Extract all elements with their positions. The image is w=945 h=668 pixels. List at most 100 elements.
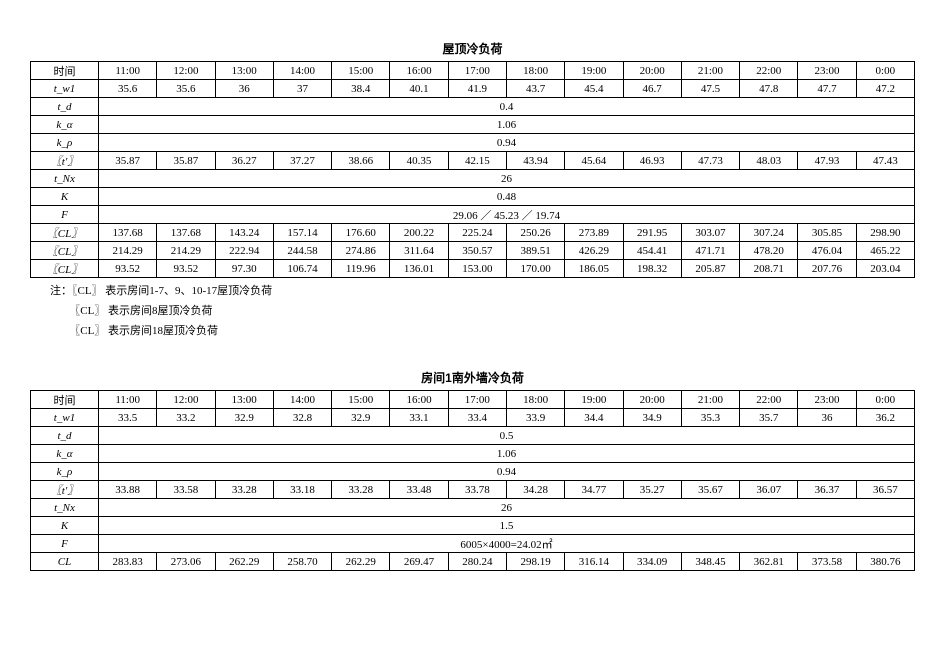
value-cell: 93.52 (157, 260, 215, 278)
span-cell: 0.94 (99, 463, 915, 481)
value-cell: 106.74 (273, 260, 331, 278)
value-cell: 198.32 (623, 260, 681, 278)
time-cell: 18:00 (506, 391, 564, 409)
value-cell: 273.06 (157, 553, 215, 571)
value-cell: 269.47 (390, 553, 448, 571)
value-cell: 37.27 (273, 152, 331, 170)
value-cell: 33.4 (448, 409, 506, 427)
value-cell: 205.87 (681, 260, 739, 278)
value-cell: 465.22 (856, 242, 914, 260)
value-cell: 38.4 (332, 80, 390, 98)
value-cell: 214.29 (99, 242, 157, 260)
time-cell: 21:00 (681, 62, 739, 80)
time-cell: 21:00 (681, 391, 739, 409)
value-cell: 250.26 (506, 224, 564, 242)
row-label: t_w1 (31, 80, 99, 98)
time-cell: 22:00 (740, 391, 798, 409)
value-cell: 32.9 (332, 409, 390, 427)
row-label: CL (31, 553, 99, 571)
table2-title: 房间1南外墙冷负荷 (30, 369, 915, 386)
value-cell: 34.28 (506, 481, 564, 499)
value-cell: 33.1 (390, 409, 448, 427)
time-cell: 15:00 (332, 62, 390, 80)
note-line: 注：〖CL〗 表示房间1-7、9、10-17屋顶冷负荷 (50, 282, 915, 302)
value-cell: 46.7 (623, 80, 681, 98)
value-cell: 35.6 (157, 80, 215, 98)
span-cell: 26 (99, 170, 915, 188)
time-cell: 20:00 (623, 391, 681, 409)
value-cell: 262.29 (215, 553, 273, 571)
value-cell: 33.58 (157, 481, 215, 499)
time-cell: 11:00 (99, 391, 157, 409)
value-cell: 362.81 (740, 553, 798, 571)
value-cell: 119.96 (332, 260, 390, 278)
time-cell: 0:00 (856, 62, 914, 80)
value-cell: 157.14 (273, 224, 331, 242)
row-label: t_Nx (31, 170, 99, 188)
value-cell: 262.29 (332, 553, 390, 571)
value-cell: 334.09 (623, 553, 681, 571)
value-cell: 33.88 (99, 481, 157, 499)
row-label-time: 时间 (31, 62, 99, 80)
value-cell: 47.2 (856, 80, 914, 98)
time-cell: 12:00 (157, 391, 215, 409)
value-cell: 45.4 (565, 80, 623, 98)
value-cell: 303.07 (681, 224, 739, 242)
row-label: K (31, 517, 99, 535)
span-cell: 29.06 ／ 45.23 ／ 19.74 (99, 206, 915, 224)
time-cell: 11:00 (99, 62, 157, 80)
value-cell: 47.5 (681, 80, 739, 98)
value-cell: 454.41 (623, 242, 681, 260)
value-cell: 426.29 (565, 242, 623, 260)
value-cell: 35.87 (157, 152, 215, 170)
row-label: F (31, 535, 99, 553)
value-cell: 41.9 (448, 80, 506, 98)
time-cell: 16:00 (390, 62, 448, 80)
value-cell: 32.9 (215, 409, 273, 427)
value-cell: 42.15 (448, 152, 506, 170)
value-cell: 47.93 (798, 152, 856, 170)
value-cell: 93.52 (99, 260, 157, 278)
span-cell: 0.48 (99, 188, 915, 206)
value-cell: 46.93 (623, 152, 681, 170)
span-cell: 0.94 (99, 134, 915, 152)
value-cell: 137.68 (99, 224, 157, 242)
value-cell: 207.76 (798, 260, 856, 278)
time-cell: 23:00 (798, 62, 856, 80)
table1-notes: 注：〖CL〗 表示房间1-7、9、10-17屋顶冷负荷 〖CL〗 表示房间8屋顶… (30, 282, 915, 341)
row-label: 〖CL〗 (31, 242, 99, 260)
value-cell: 33.5 (99, 409, 157, 427)
value-cell: 170.00 (506, 260, 564, 278)
value-cell: 143.24 (215, 224, 273, 242)
value-cell: 47.73 (681, 152, 739, 170)
value-cell: 208.71 (740, 260, 798, 278)
value-cell: 36.57 (856, 481, 914, 499)
span-cell: 0.4 (99, 98, 915, 116)
value-cell: 34.4 (565, 409, 623, 427)
value-cell: 298.19 (506, 553, 564, 571)
value-cell: 316.14 (565, 553, 623, 571)
value-cell: 225.24 (448, 224, 506, 242)
time-cell: 14:00 (273, 62, 331, 80)
time-cell: 14:00 (273, 391, 331, 409)
value-cell: 47.7 (798, 80, 856, 98)
value-cell: 40.1 (390, 80, 448, 98)
time-cell: 20:00 (623, 62, 681, 80)
span-cell: 1.06 (99, 445, 915, 463)
note-line: 〖CL〗 表示房间18屋顶冷负荷 (50, 322, 915, 342)
value-cell: 280.24 (448, 553, 506, 571)
value-cell: 35.3 (681, 409, 739, 427)
value-cell: 34.77 (565, 481, 623, 499)
row-label: k_ρ (31, 463, 99, 481)
time-cell: 16:00 (390, 391, 448, 409)
value-cell: 36 (798, 409, 856, 427)
row-label: t_d (31, 427, 99, 445)
value-cell: 389.51 (506, 242, 564, 260)
span-cell: 0.5 (99, 427, 915, 445)
value-cell: 33.78 (448, 481, 506, 499)
value-cell: 33.48 (390, 481, 448, 499)
value-cell: 471.71 (681, 242, 739, 260)
time-cell: 13:00 (215, 62, 273, 80)
value-cell: 137.68 (157, 224, 215, 242)
value-cell: 200.22 (390, 224, 448, 242)
